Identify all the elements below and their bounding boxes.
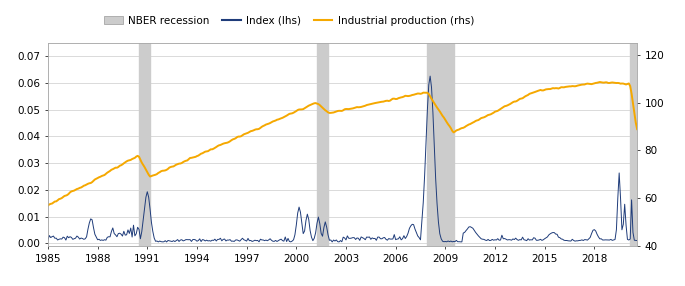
Bar — [317, 43, 328, 246]
Legend: NBER recession, Index (lhs), Industrial production (rhs): NBER recession, Index (lhs), Industrial … — [100, 11, 478, 30]
Bar — [630, 43, 637, 246]
Bar — [139, 43, 150, 246]
Bar — [427, 43, 453, 246]
